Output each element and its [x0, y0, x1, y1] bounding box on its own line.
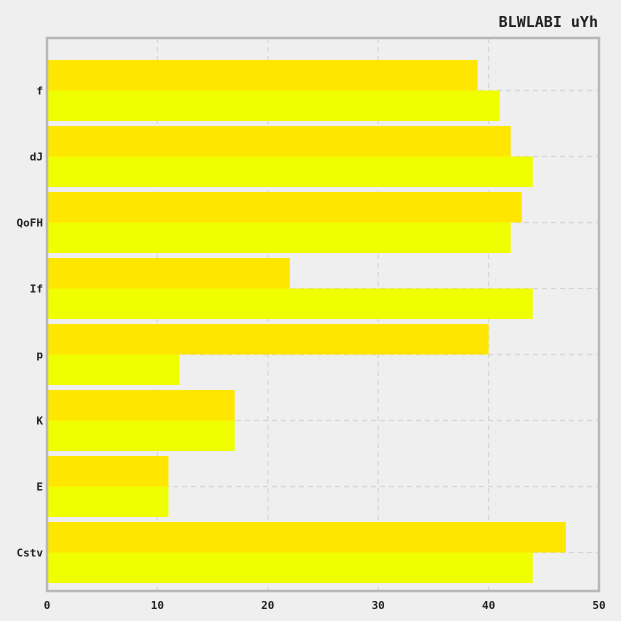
bar-dJ-series-2 — [48, 156, 533, 187]
bar-p-series-1 — [48, 324, 489, 355]
y-axis-tick-labels: f dJ QoFH If p K E Cstv — [17, 85, 44, 560]
bar-Cstv-series-1 — [48, 522, 566, 553]
y-tick-label: p — [36, 349, 43, 362]
y-tick-label: dJ — [30, 151, 43, 164]
bar-E-series-1 — [48, 456, 169, 487]
x-tick-label: 40 — [482, 599, 495, 612]
y-tick-label: E — [36, 481, 43, 494]
x-tick-label: 20 — [261, 599, 274, 612]
bar-f-series-1 — [48, 60, 478, 91]
plot-area-frame — [45, 36, 601, 593]
bar-QoFH-series-1 — [48, 192, 522, 223]
bar-dJ-series-1 — [48, 126, 511, 157]
x-tick-label: 0 — [44, 599, 51, 612]
bar-If-series-1 — [48, 258, 290, 289]
bars — [48, 60, 566, 583]
x-tick-label: 10 — [151, 599, 164, 612]
x-tick-label: 50 — [592, 599, 605, 612]
bar-Cstv-series-2 — [48, 552, 533, 583]
y-tick-label: f — [36, 85, 43, 98]
bar-K-series-2 — [48, 420, 235, 451]
bar-E-series-2 — [48, 486, 169, 517]
y-tick-label: QoFH — [17, 217, 44, 230]
y-tick-label: If — [30, 283, 43, 296]
x-tick-label: 30 — [372, 599, 385, 612]
chart-title: BLWLABI uYh — [499, 13, 598, 31]
bar-f-series-2 — [48, 90, 500, 121]
x-axis-tick-labels: 0 10 20 30 40 50 — [44, 599, 606, 612]
y-tick-label: K — [36, 415, 43, 428]
bar-p-series-2 — [48, 354, 180, 385]
bar-If-series-2 — [48, 288, 533, 319]
bar-QoFH-series-2 — [48, 222, 511, 253]
bar-K-series-1 — [48, 390, 235, 421]
y-tick-label: Cstv — [17, 547, 44, 560]
